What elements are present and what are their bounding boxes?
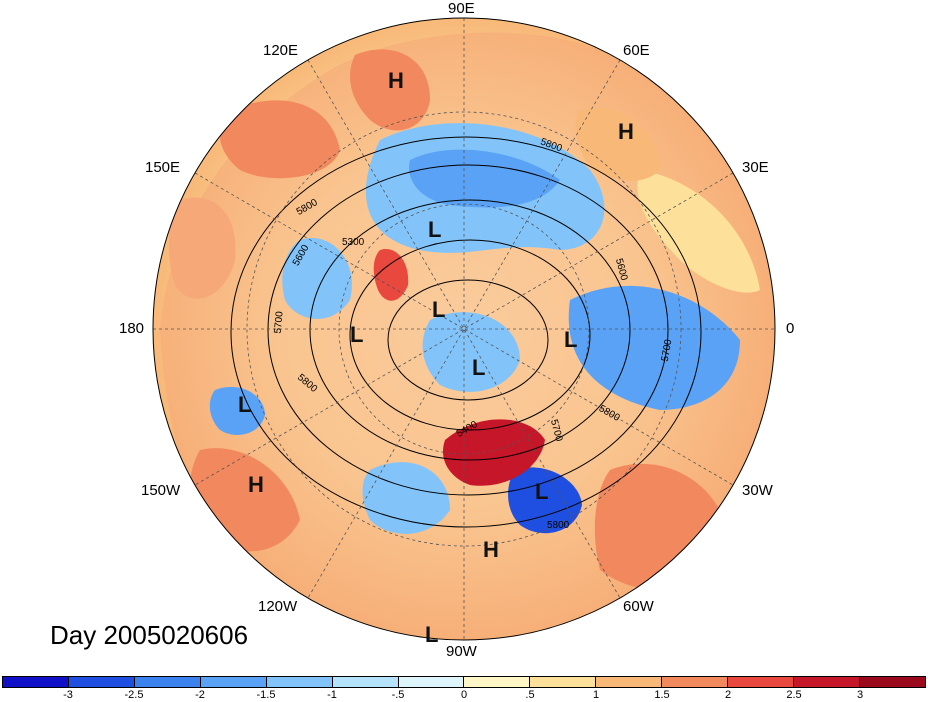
- anomaly-cool-siberia: [409, 149, 560, 208]
- colorbar-tick-label: 2.5: [786, 689, 802, 701]
- colorbar-segment: [398, 677, 465, 687]
- colorbar-tick-label: 1: [592, 689, 600, 701]
- colorbar-tick-label: .5: [525, 689, 535, 701]
- anomaly-cool-aleutian: [282, 238, 352, 319]
- colorbar-segment: [530, 677, 597, 687]
- lon-label-90w: 90W: [446, 643, 477, 660]
- anomaly-cool-canada: [422, 312, 520, 392]
- pressure-center: L: [564, 327, 578, 352]
- colorbar-segment: [859, 677, 925, 687]
- pressure-center: L: [350, 322, 364, 347]
- colorbar-segment: [332, 677, 399, 687]
- anomaly-warm-120e: [219, 100, 340, 179]
- anomaly-warm-east-asia: [350, 49, 430, 131]
- date-title: Day 2005020606: [50, 620, 249, 650]
- lon-label-180: 180: [119, 320, 145, 337]
- colorbar-segment: [728, 677, 795, 687]
- colorbar-tick-label: -2: [195, 689, 205, 701]
- anomaly-warm-africa: [575, 108, 660, 181]
- lon-label-60e: 60E: [623, 42, 650, 59]
- contour-label: 5800: [547, 520, 570, 531]
- anomaly-hot-eastus: [442, 419, 545, 486]
- pressure-center: H: [388, 68, 404, 93]
- colorbar-tick-label: -2.5: [124, 689, 144, 701]
- contour-label: 5300: [342, 237, 365, 248]
- pressure-center: H: [618, 119, 634, 144]
- lon-label-150e: 150E: [145, 159, 181, 176]
- colorbar-tick-label: -.5: [391, 689, 405, 701]
- colorbar-segment: [266, 677, 333, 687]
- colorbar-segment: [662, 677, 729, 687]
- colorbar-tick-label: 2: [724, 689, 732, 701]
- anomaly-warm-europe: [637, 170, 760, 293]
- anomaly-cool-eurasia: [568, 285, 740, 410]
- pressure-center: H: [248, 472, 264, 497]
- pressure-center: L: [432, 297, 446, 322]
- anomaly-warm-pacific: [168, 197, 236, 299]
- colorbar-segment: [200, 677, 267, 687]
- pressure-center: L: [535, 479, 549, 504]
- pressure-center: H: [483, 537, 499, 562]
- colorbar-tick-label: -1: [327, 689, 337, 701]
- colorbar-segment: [596, 677, 663, 687]
- pressure-center: L: [238, 392, 252, 417]
- lon-label-90e: 90E: [448, 0, 475, 17]
- anomaly-cool-atlantic-l: [508, 467, 582, 534]
- colorbar-tick-label: 0: [460, 689, 468, 701]
- colorbar-segment: [68, 677, 135, 687]
- lon-label-30e: 30E: [742, 159, 769, 176]
- lon-label-120w: 120W: [258, 598, 298, 615]
- colorbar: [2, 676, 926, 688]
- lon-label-60w: 60W: [623, 598, 654, 615]
- colorbar-segment: [794, 677, 860, 687]
- lon-label-150w: 150W: [141, 482, 181, 499]
- polar-map: [152, 17, 776, 641]
- colorbar-segment: [464, 677, 531, 687]
- anomaly-hot-bering: [373, 249, 409, 301]
- lon-label-0: 0: [786, 320, 795, 337]
- colorbar-segment: [134, 677, 201, 687]
- colorbar-segment: [3, 677, 69, 687]
- lon-label-30w: 30W: [742, 482, 773, 499]
- colorbar-tick-label: 3: [856, 689, 864, 701]
- contour-label: 5700: [272, 310, 286, 335]
- pressure-center: L: [425, 622, 439, 647]
- colorbar-tick-label: -3: [63, 689, 73, 701]
- colorbar-tick-label: 1.5: [654, 689, 670, 701]
- colorbar-tick-label: -1.5: [256, 689, 276, 701]
- pressure-center: L: [428, 217, 442, 242]
- lon-label-120e: 120E: [263, 42, 299, 59]
- pressure-center: L: [472, 355, 486, 380]
- anomaly-cool-pacific-l: [209, 386, 265, 435]
